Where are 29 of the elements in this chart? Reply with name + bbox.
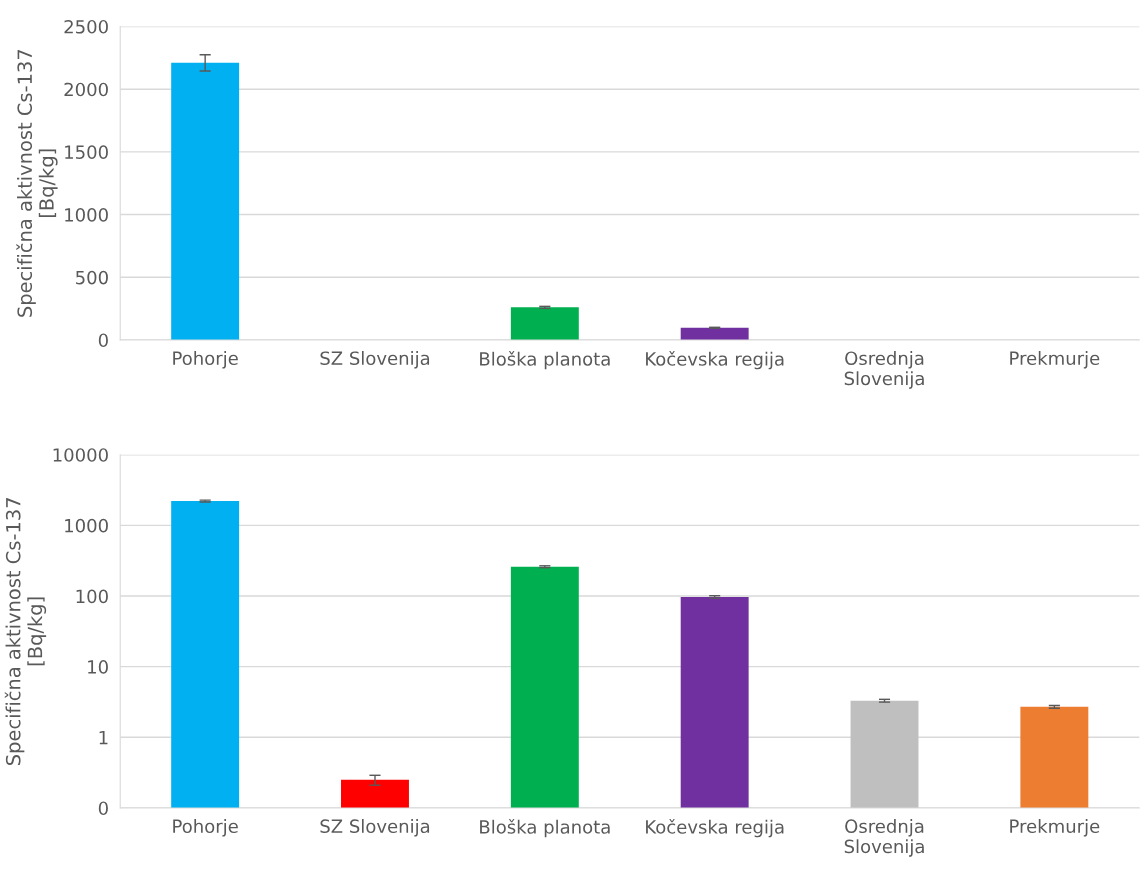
x-tick-label: Prekmurje	[1010, 351, 1100, 369]
bar	[171, 62, 240, 340]
y-tick-label: 10	[88, 660, 108, 674]
y-tick-label: 1	[99, 731, 108, 745]
y-tick-label: 1000	[65, 208, 108, 222]
x-tick-label: Bloška planota	[480, 819, 610, 838]
bar	[680, 327, 749, 340]
y-tick-label: 2000	[64, 82, 108, 97]
y-axis-title: Specifična aktivnost Cs-137 [Bq/kg]	[16, 49, 58, 317]
y-tick-label: 0	[98, 801, 108, 816]
x-tick-label: Kočevska regija	[646, 351, 784, 370]
x-tick-label: SZ Slovenija	[320, 819, 430, 837]
x-tick-label: Osrednja Slovenija	[844, 351, 924, 389]
x-tick-label: Kočevska regija	[646, 819, 784, 838]
y-tick-label: 1000	[65, 518, 108, 533]
y-tick-label: 100	[76, 589, 108, 604]
x-tick-label: Pohorje	[173, 819, 238, 837]
bar	[510, 307, 579, 340]
y-axis-title: Specifična aktivnost Cs-137 [Bq/kg]	[4, 498, 47, 765]
x-tick-label: SZ Slovenija	[320, 351, 430, 369]
x-tick-label: Prekmurje	[1010, 819, 1100, 837]
y-tick-label: 2500	[64, 19, 108, 34]
y-tick-label: 1500	[65, 145, 108, 159]
y-tick-label: 500	[76, 270, 108, 285]
y-tick-label: 0	[98, 333, 108, 348]
x-tick-label: Osrednja Slovenija	[844, 819, 924, 857]
x-tick-label: Bloška planota	[480, 351, 610, 370]
x-tick-label: Pohorje	[173, 351, 238, 369]
y-tick-label: 10000	[53, 448, 108, 462]
